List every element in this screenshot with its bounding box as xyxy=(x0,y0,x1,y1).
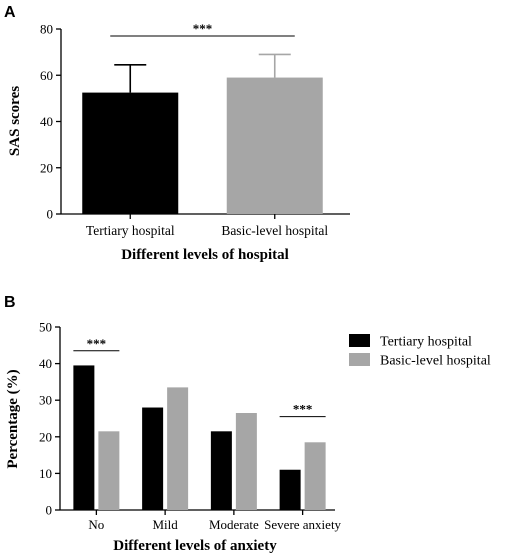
y-tick-label: 20 xyxy=(39,429,52,444)
y-tick-label: 80 xyxy=(40,22,53,37)
panel-a-chart: A SAS scores Different levels of hospita… xyxy=(4,4,350,263)
bar-basic-level xyxy=(167,387,189,510)
panel-a-category-labels: Tertiary hospital Basic-level hospital xyxy=(86,214,328,238)
panel-a-y-axis-title: SAS scores xyxy=(7,86,23,156)
panel-a-letter: A xyxy=(4,4,16,21)
bar-tertiary xyxy=(279,469,301,510)
category-label: Tertiary hospital xyxy=(86,223,175,238)
legend-label: Tertiary hospital xyxy=(380,335,472,350)
category-label: Moderate xyxy=(209,517,259,532)
category-label: Severe anxiety xyxy=(264,517,341,532)
bar-basic-level xyxy=(235,413,257,510)
y-tick-label: 0 xyxy=(47,207,54,222)
legend-label: Basic-level hospital xyxy=(380,354,491,369)
significance-label: *** xyxy=(193,21,213,36)
bar-basic-level xyxy=(304,442,326,510)
panel-b-x-axis-title: Different levels of anxiety xyxy=(113,538,277,554)
bar-tertiary xyxy=(82,92,179,214)
y-tick-label: 0 xyxy=(46,503,53,518)
category-label: Mild xyxy=(152,517,178,532)
panel-b-letter: B xyxy=(4,294,16,311)
bar-tertiary xyxy=(210,431,232,510)
y-tick-label: 40 xyxy=(39,356,52,371)
y-tick-label: 50 xyxy=(39,320,52,335)
significance-label: *** xyxy=(293,402,313,417)
panel-b-category-labels: No Mild Moderate Severe anxiety xyxy=(88,510,342,532)
panel-b-legend: Tertiary hospital Basic-level hospital xyxy=(349,334,491,369)
y-tick-label: 60 xyxy=(40,68,53,83)
category-label: Basic-level hospital xyxy=(221,223,328,238)
panel-b-chart: B Percentage (%) Different levels of anx… xyxy=(4,294,491,554)
bar-tertiary xyxy=(142,407,164,510)
panel-b-y-axis-title: Percentage (%) xyxy=(5,369,21,468)
legend-swatch-basic-level xyxy=(349,353,370,366)
panel-a-error-bars xyxy=(114,53,291,93)
category-label: No xyxy=(88,517,104,532)
panel-b-significance: *** *** xyxy=(73,336,326,418)
y-tick-label: 30 xyxy=(39,393,52,408)
bar-basic-level xyxy=(98,431,120,510)
significance-label: *** xyxy=(87,336,107,351)
bar-basic-level xyxy=(226,77,323,214)
legend-swatch-tertiary xyxy=(349,334,370,347)
y-tick-label: 40 xyxy=(40,114,53,129)
panel-a-bars xyxy=(82,77,323,214)
y-tick-label: 10 xyxy=(39,466,52,481)
panel-a-x-axis-title: Different levels of hospital xyxy=(121,247,289,263)
panel-b-bars xyxy=(73,365,326,510)
y-tick-label: 20 xyxy=(40,160,53,175)
bar-tertiary xyxy=(73,365,95,510)
panel-a-significance: *** xyxy=(110,21,295,37)
